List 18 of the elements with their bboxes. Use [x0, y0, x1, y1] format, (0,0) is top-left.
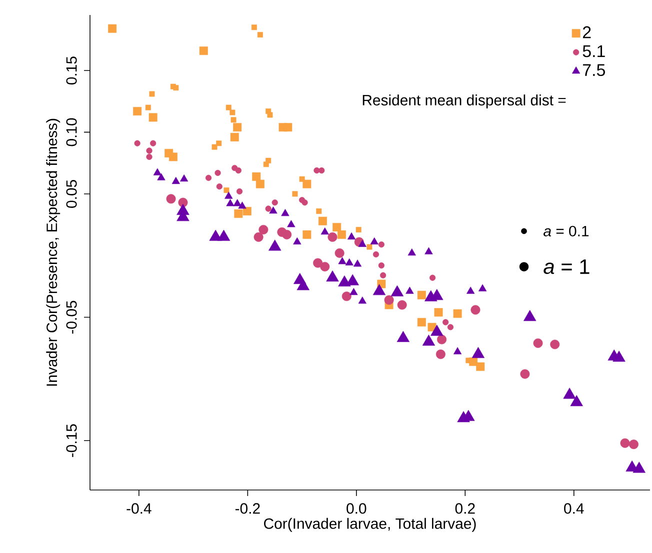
- x-tick-label: -0.2: [235, 503, 260, 514]
- y-tick-label: 0.15: [66, 56, 77, 84]
- y-axis-title: Invader Cor(Presence, Expected fitness): [46, 118, 60, 386]
- legend-label: a = 0.1: [544, 226, 589, 236]
- y-tick-label: -0.05: [66, 300, 77, 334]
- x-tick-label: -0.4: [126, 503, 152, 514]
- legend-label: 7.5: [583, 64, 605, 76]
- y-tick-label: -0.15: [66, 424, 77, 458]
- legend-label: 5.1: [582, 45, 605, 58]
- x-tick-label: 0.2: [455, 503, 475, 514]
- legend-title: Resident mean dispersal dist =: [362, 94, 566, 108]
- y-tick-label: 0.05: [66, 180, 77, 208]
- x-tick-label: 0.4: [564, 503, 584, 514]
- y-tick-label: 0.10: [66, 118, 77, 146]
- legend-label: 2: [583, 26, 591, 38]
- x-axis-title: Cor(Invader larvae, Total larvae): [264, 518, 476, 532]
- x-tick-label: 0.0: [346, 503, 366, 514]
- legend-label: a = 1: [544, 259, 590, 274]
